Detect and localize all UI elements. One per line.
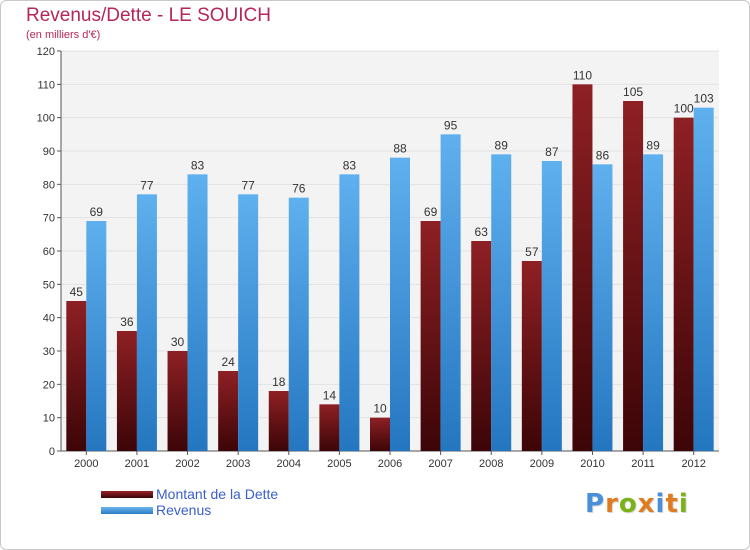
y-tick-label: 100 xyxy=(37,113,55,125)
x-tick-label: 2001 xyxy=(125,458,149,470)
x-tick-label: 2005 xyxy=(327,458,351,470)
logo-letter: P xyxy=(585,489,606,519)
logo-letter: r xyxy=(605,489,619,519)
data-label: 88 xyxy=(393,142,407,156)
x-tick-label: 2003 xyxy=(226,458,250,470)
legend-label-dette: Montant de la Dette xyxy=(156,486,279,502)
data-label: 89 xyxy=(646,138,660,152)
logo-letter: i xyxy=(655,489,666,519)
bar-dette xyxy=(268,391,289,451)
data-label: 83 xyxy=(191,158,205,172)
data-label: 63 xyxy=(475,225,489,239)
data-label: 57 xyxy=(525,245,539,259)
bar-revenus xyxy=(592,164,613,452)
data-label: 30 xyxy=(171,335,185,349)
y-tick-label: 70 xyxy=(43,213,55,225)
bar-revenus xyxy=(693,107,714,452)
data-label: 77 xyxy=(241,178,255,192)
bar-revenus xyxy=(187,174,208,452)
bar-dette xyxy=(370,417,390,451)
y-tick-label: 10 xyxy=(43,413,55,425)
data-label: 10 xyxy=(373,402,387,416)
data-label: 69 xyxy=(424,205,438,219)
logo-letter: i xyxy=(678,489,689,519)
bar-revenus xyxy=(541,161,562,451)
data-label: 18 xyxy=(272,375,286,389)
data-label: 14 xyxy=(323,388,337,402)
y-tick-label: 60 xyxy=(43,246,55,258)
x-tick-label: 2002 xyxy=(175,458,199,470)
bar-dette xyxy=(521,261,542,451)
data-label: 76 xyxy=(292,182,306,196)
data-label: 87 xyxy=(545,145,559,159)
bar-dette xyxy=(167,351,188,451)
logo-letter: o xyxy=(618,489,638,519)
bar-dette xyxy=(116,331,137,451)
data-label: 100 xyxy=(674,102,694,116)
data-label: 83 xyxy=(343,158,357,172)
y-tick-label: 50 xyxy=(43,279,55,291)
x-tick-label: 2010 xyxy=(580,458,604,470)
bar-revenus xyxy=(643,154,664,452)
y-tick-label: 120 xyxy=(37,46,55,58)
bar-dette xyxy=(66,301,87,451)
logo-letter: x xyxy=(637,489,656,519)
x-tick-label: 2011 xyxy=(631,458,655,470)
bar-dette xyxy=(572,84,593,451)
legend-swatch-dette xyxy=(101,491,153,498)
y-tick-label: 110 xyxy=(37,79,55,91)
legend-label-revenus: Revenus xyxy=(156,502,212,518)
x-tick-label: 2004 xyxy=(277,458,301,470)
x-tick-label: 2000 xyxy=(74,458,98,470)
logo-letter: t xyxy=(665,489,679,519)
data-label: 95 xyxy=(444,118,458,132)
x-tick-label: 2006 xyxy=(378,458,402,470)
chart-title: Revenus/Dette - LE SOUICH xyxy=(26,5,271,26)
bar-revenus xyxy=(238,194,259,452)
bar-revenus xyxy=(491,154,512,452)
y-tick-label: 80 xyxy=(43,179,55,191)
bar-dette xyxy=(673,117,694,452)
data-label: 86 xyxy=(596,148,610,162)
y-tick-label: 90 xyxy=(43,146,55,158)
x-tick-label: 2007 xyxy=(428,458,452,470)
bar-revenus xyxy=(288,197,309,451)
data-label: 105 xyxy=(623,85,643,99)
x-tick-label: 2012 xyxy=(681,458,705,470)
bar-revenus xyxy=(136,194,157,452)
data-label: 110 xyxy=(573,68,592,82)
data-label: 36 xyxy=(120,315,134,329)
proxiti-logo: Proxiti xyxy=(585,489,689,519)
data-label: 89 xyxy=(495,138,509,152)
chart-subtitle: (en milliers d'€) xyxy=(26,29,101,41)
bar-revenus xyxy=(390,157,410,451)
data-label: 77 xyxy=(140,178,154,192)
bar-dette xyxy=(420,221,441,451)
x-tick-label: 2008 xyxy=(479,458,503,470)
bar-revenus xyxy=(86,221,107,451)
data-label: 103 xyxy=(694,92,714,106)
y-tick-label: 20 xyxy=(43,379,55,391)
bar-dette xyxy=(319,404,340,451)
bar-revenus xyxy=(339,174,360,452)
x-tick-label: 2009 xyxy=(530,458,554,470)
bar-dette xyxy=(471,241,492,451)
data-label: 69 xyxy=(90,205,104,219)
y-tick-label: 0 xyxy=(49,446,55,458)
data-label: 24 xyxy=(221,355,235,369)
y-tick-label: 30 xyxy=(43,346,55,358)
bar-revenus xyxy=(440,134,461,452)
y-tick-label: 40 xyxy=(43,313,55,325)
legend-swatch-revenus xyxy=(101,507,153,514)
bar-dette xyxy=(218,371,239,451)
data-label: 45 xyxy=(70,285,84,299)
bar-dette xyxy=(623,101,644,451)
